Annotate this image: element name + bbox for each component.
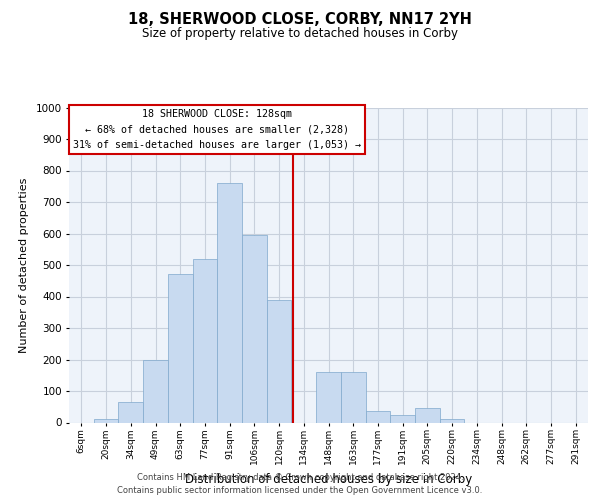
Bar — [365, 412, 390, 422]
Y-axis label: Number of detached properties: Number of detached properties — [19, 178, 29, 352]
Bar — [193, 258, 217, 422]
Text: Contains public sector information licensed under the Open Government Licence v3: Contains public sector information licen… — [118, 486, 482, 495]
Bar — [267, 300, 292, 422]
X-axis label: Distribution of detached houses by size in Corby: Distribution of detached houses by size … — [185, 473, 472, 486]
Bar — [143, 360, 168, 422]
Text: Size of property relative to detached houses in Corby: Size of property relative to detached ho… — [142, 28, 458, 40]
Bar — [415, 408, 440, 422]
Bar — [168, 274, 193, 422]
Bar — [390, 414, 415, 422]
Bar — [316, 372, 341, 422]
Bar — [242, 235, 267, 422]
Bar — [94, 418, 118, 422]
Bar — [217, 183, 242, 422]
Text: Contains HM Land Registry data © Crown copyright and database right 2024.: Contains HM Land Registry data © Crown c… — [137, 472, 463, 482]
Bar — [341, 372, 365, 422]
Bar — [118, 402, 143, 422]
Text: 18 SHERWOOD CLOSE: 128sqm
← 68% of detached houses are smaller (2,328)
31% of se: 18 SHERWOOD CLOSE: 128sqm ← 68% of detac… — [73, 109, 361, 150]
Text: 18, SHERWOOD CLOSE, CORBY, NN17 2YH: 18, SHERWOOD CLOSE, CORBY, NN17 2YH — [128, 12, 472, 28]
Bar — [440, 420, 464, 422]
